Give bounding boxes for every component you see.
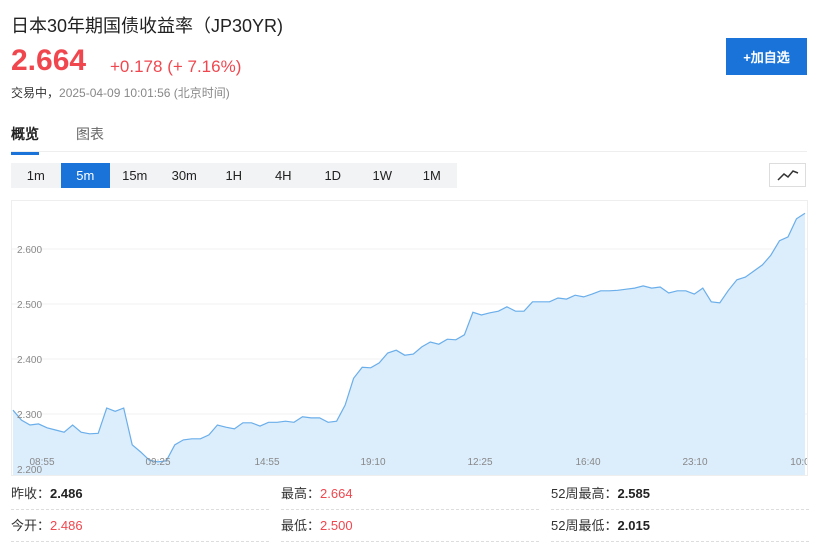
timezone: (北京时间) [173, 86, 230, 100]
period-selector: 1m 5m 15m 30m 1H 4H 1D 1W 1M [11, 163, 457, 188]
period-1mo[interactable]: 1M [422, 168, 441, 183]
x-tick-label: 16:40 [575, 457, 600, 468]
x-tick-label: 12:25 [467, 457, 492, 468]
timestamp: 2025-04-09 10:01:56 [59, 86, 171, 100]
x-tick-label: 08:55 [29, 457, 54, 468]
line-chart-icon [776, 170, 798, 181]
price-change: +0.178 (+ 7.16%) [110, 57, 242, 76]
period-15m[interactable]: 15m [122, 168, 148, 183]
tab-overview[interactable]: 概览 [11, 124, 39, 155]
stat-high: 最高：2.664 [281, 478, 539, 510]
chart-svg: 2.200 2.300 2.400 2.500 2.600 08:55 09:25 14:55… [12, 212, 810, 476]
chart-type-button[interactable] [769, 163, 806, 187]
period-1h[interactable]: 1H [225, 168, 243, 183]
page-title: 日本30年期国债收益率（JP30YR) [11, 16, 284, 36]
period-5m[interactable]: 5m [60, 163, 110, 188]
period-1w[interactable]: 1W [372, 168, 393, 183]
stat-52w-high: 52周最高：2.585 [551, 478, 809, 510]
price-chart: 2.200 2.300 2.400 2.500 2.600 08:55 09:25 14:55… [11, 200, 810, 476]
y-tick-label: 2.300 [17, 410, 42, 421]
add-watchlist-button[interactable]: +加自选 [726, 38, 807, 75]
stat-52w-low: 52周最低：2.015 [551, 510, 809, 542]
x-tick-label: 10:0 [790, 457, 807, 468]
period-4h[interactable]: 4H [274, 168, 292, 183]
trading-status: 交易中，2025-04-09 10:01:56 (北京时间) [11, 84, 230, 101]
period-30m[interactable]: 30m [171, 168, 197, 183]
x-tick-label: 09:25 [145, 457, 170, 468]
tab-bar: 概览 图表 [11, 124, 807, 155]
y-tick-label: 2.200 [17, 465, 42, 475]
x-tick-label: 19:10 [360, 457, 385, 468]
y-tick-label: 2.400 [17, 355, 42, 366]
current-price: 2.664 [11, 44, 87, 77]
period-1m[interactable]: 1m [26, 168, 45, 183]
stat-prev-close: 昨收：2.486 [11, 478, 269, 510]
status-label: 交易中， [11, 86, 60, 100]
y-tick-label: 2.500 [17, 300, 42, 311]
price-line [12, 212, 806, 463]
stat-low: 最低：2.500 [281, 510, 539, 542]
stat-open: 今开：2.486 [11, 510, 269, 542]
x-tick-label: 23:10 [682, 457, 707, 468]
x-tick-label: 14:55 [254, 457, 279, 468]
area-fill [13, 213, 805, 476]
period-1d[interactable]: 1D [324, 168, 342, 183]
y-tick-label: 2.600 [17, 245, 42, 256]
tab-chart[interactable]: 图表 [76, 126, 104, 142]
